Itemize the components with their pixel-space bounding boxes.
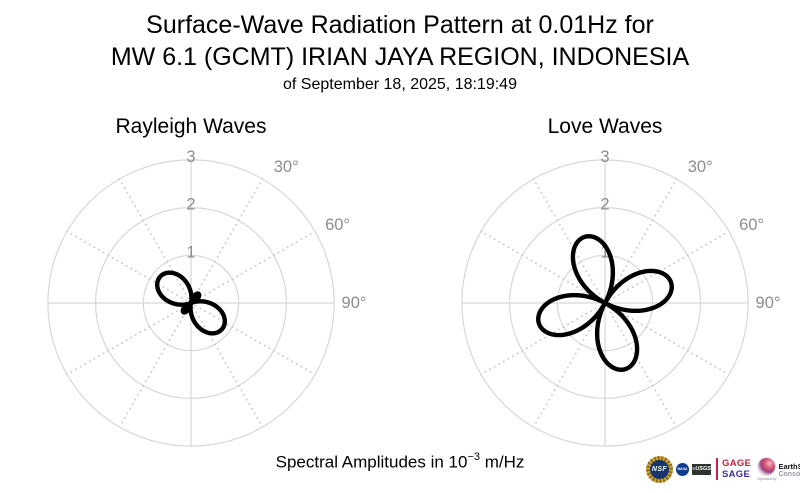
radial-tick-label: 2 — [186, 196, 195, 214]
angle-grid-spoke — [532, 178, 606, 304]
angle-grid-spoke — [66, 230, 192, 304]
title-line-3: of September 18, 2025, 18:19:49 — [283, 76, 517, 93]
angle-tick-label: 90° — [756, 294, 781, 312]
radiation-pattern-curve — [155, 270, 227, 336]
angle-tick-label: 90° — [342, 294, 367, 312]
angle-grid-spoke — [190, 178, 264, 304]
footer-caption-units: m/Hz — [480, 452, 525, 472]
radial-tick-label: 3 — [600, 148, 609, 166]
sage-label: SAGE — [722, 469, 751, 480]
nasa-logo-label: NASA — [677, 467, 688, 471]
figure-title: Surface-Wave Radiation Pattern at 0.01Hz… — [0, 9, 800, 95]
logo-strip: NSF NASA ≡USGS GAGE SAGE Operated by Ear… — [646, 450, 800, 488]
earthscope-globe-icon — [757, 457, 777, 476]
angle-grid-spoke — [480, 230, 606, 304]
radial-tick-label: 1 — [186, 243, 195, 261]
radial-tick-label: 1 — [600, 243, 609, 261]
love-subplot-title: Love Waves — [547, 115, 663, 138]
angle-grid-spoke — [190, 230, 316, 304]
angle-tick-label: 60° — [325, 216, 350, 234]
rayleigh-subplot-title: Rayleigh Waves — [115, 115, 267, 138]
angle-grid-spoke — [604, 178, 678, 304]
nsf-logo-label: NSF — [650, 459, 669, 479]
angle-grid-spoke — [480, 302, 606, 376]
operated-by-label: Operated by — [757, 477, 777, 481]
rayleigh-polar-chart: 1 2 3 30° 60° 90° — [47, 148, 367, 447]
title-line-2: MW 6.1 (GCMT) IRIAN JAYA REGION, INDONES… — [110, 43, 690, 71]
angle-tick-label: 30° — [274, 158, 299, 176]
angle-grid-spoke — [190, 302, 316, 376]
footer-caption-text: Spectral Amplitudes in 10 — [275, 452, 468, 472]
radial-tick-label: 3 — [186, 148, 195, 166]
angle-grid-spoke — [604, 302, 730, 376]
gage-label: GAGE — [722, 458, 752, 469]
angle-tick-label: 30° — [688, 158, 713, 176]
title-line-1: Surface-Wave Radiation Pattern at 0.01Hz… — [146, 11, 654, 39]
earthscope-logo: Operated by EarthScope Consortium — [757, 457, 800, 481]
nsf-logo-icon: NSF — [646, 455, 673, 483]
angle-grid-spoke — [118, 302, 192, 428]
love-polar-chart: 1 2 3 30° 60° 90° — [461, 148, 781, 447]
consortium-label: Consortium — [778, 471, 800, 478]
angle-grid-spoke — [604, 230, 730, 304]
angle-tick-label: 60° — [739, 216, 764, 234]
angle-grid-spoke — [532, 302, 606, 428]
radiation-pattern-curve — [536, 234, 674, 372]
angle-grid-spoke — [604, 302, 678, 428]
usgs-logo-icon: ≡USGS — [692, 463, 711, 475]
usgs-logo-label: ≡USGS — [692, 466, 711, 472]
nasa-logo-icon: NASA — [676, 462, 689, 476]
footer-caption-exponent: −3 — [467, 451, 480, 463]
angle-grid-spoke — [66, 302, 192, 376]
earthscope-name-label: EarthScope — [778, 462, 800, 471]
radial-tick-label: 2 — [600, 196, 609, 214]
footer-caption: Spectral Amplitudes in 10−3 m/Hz — [0, 451, 800, 473]
gage-sage-logo: GAGE SAGE — [716, 458, 751, 480]
